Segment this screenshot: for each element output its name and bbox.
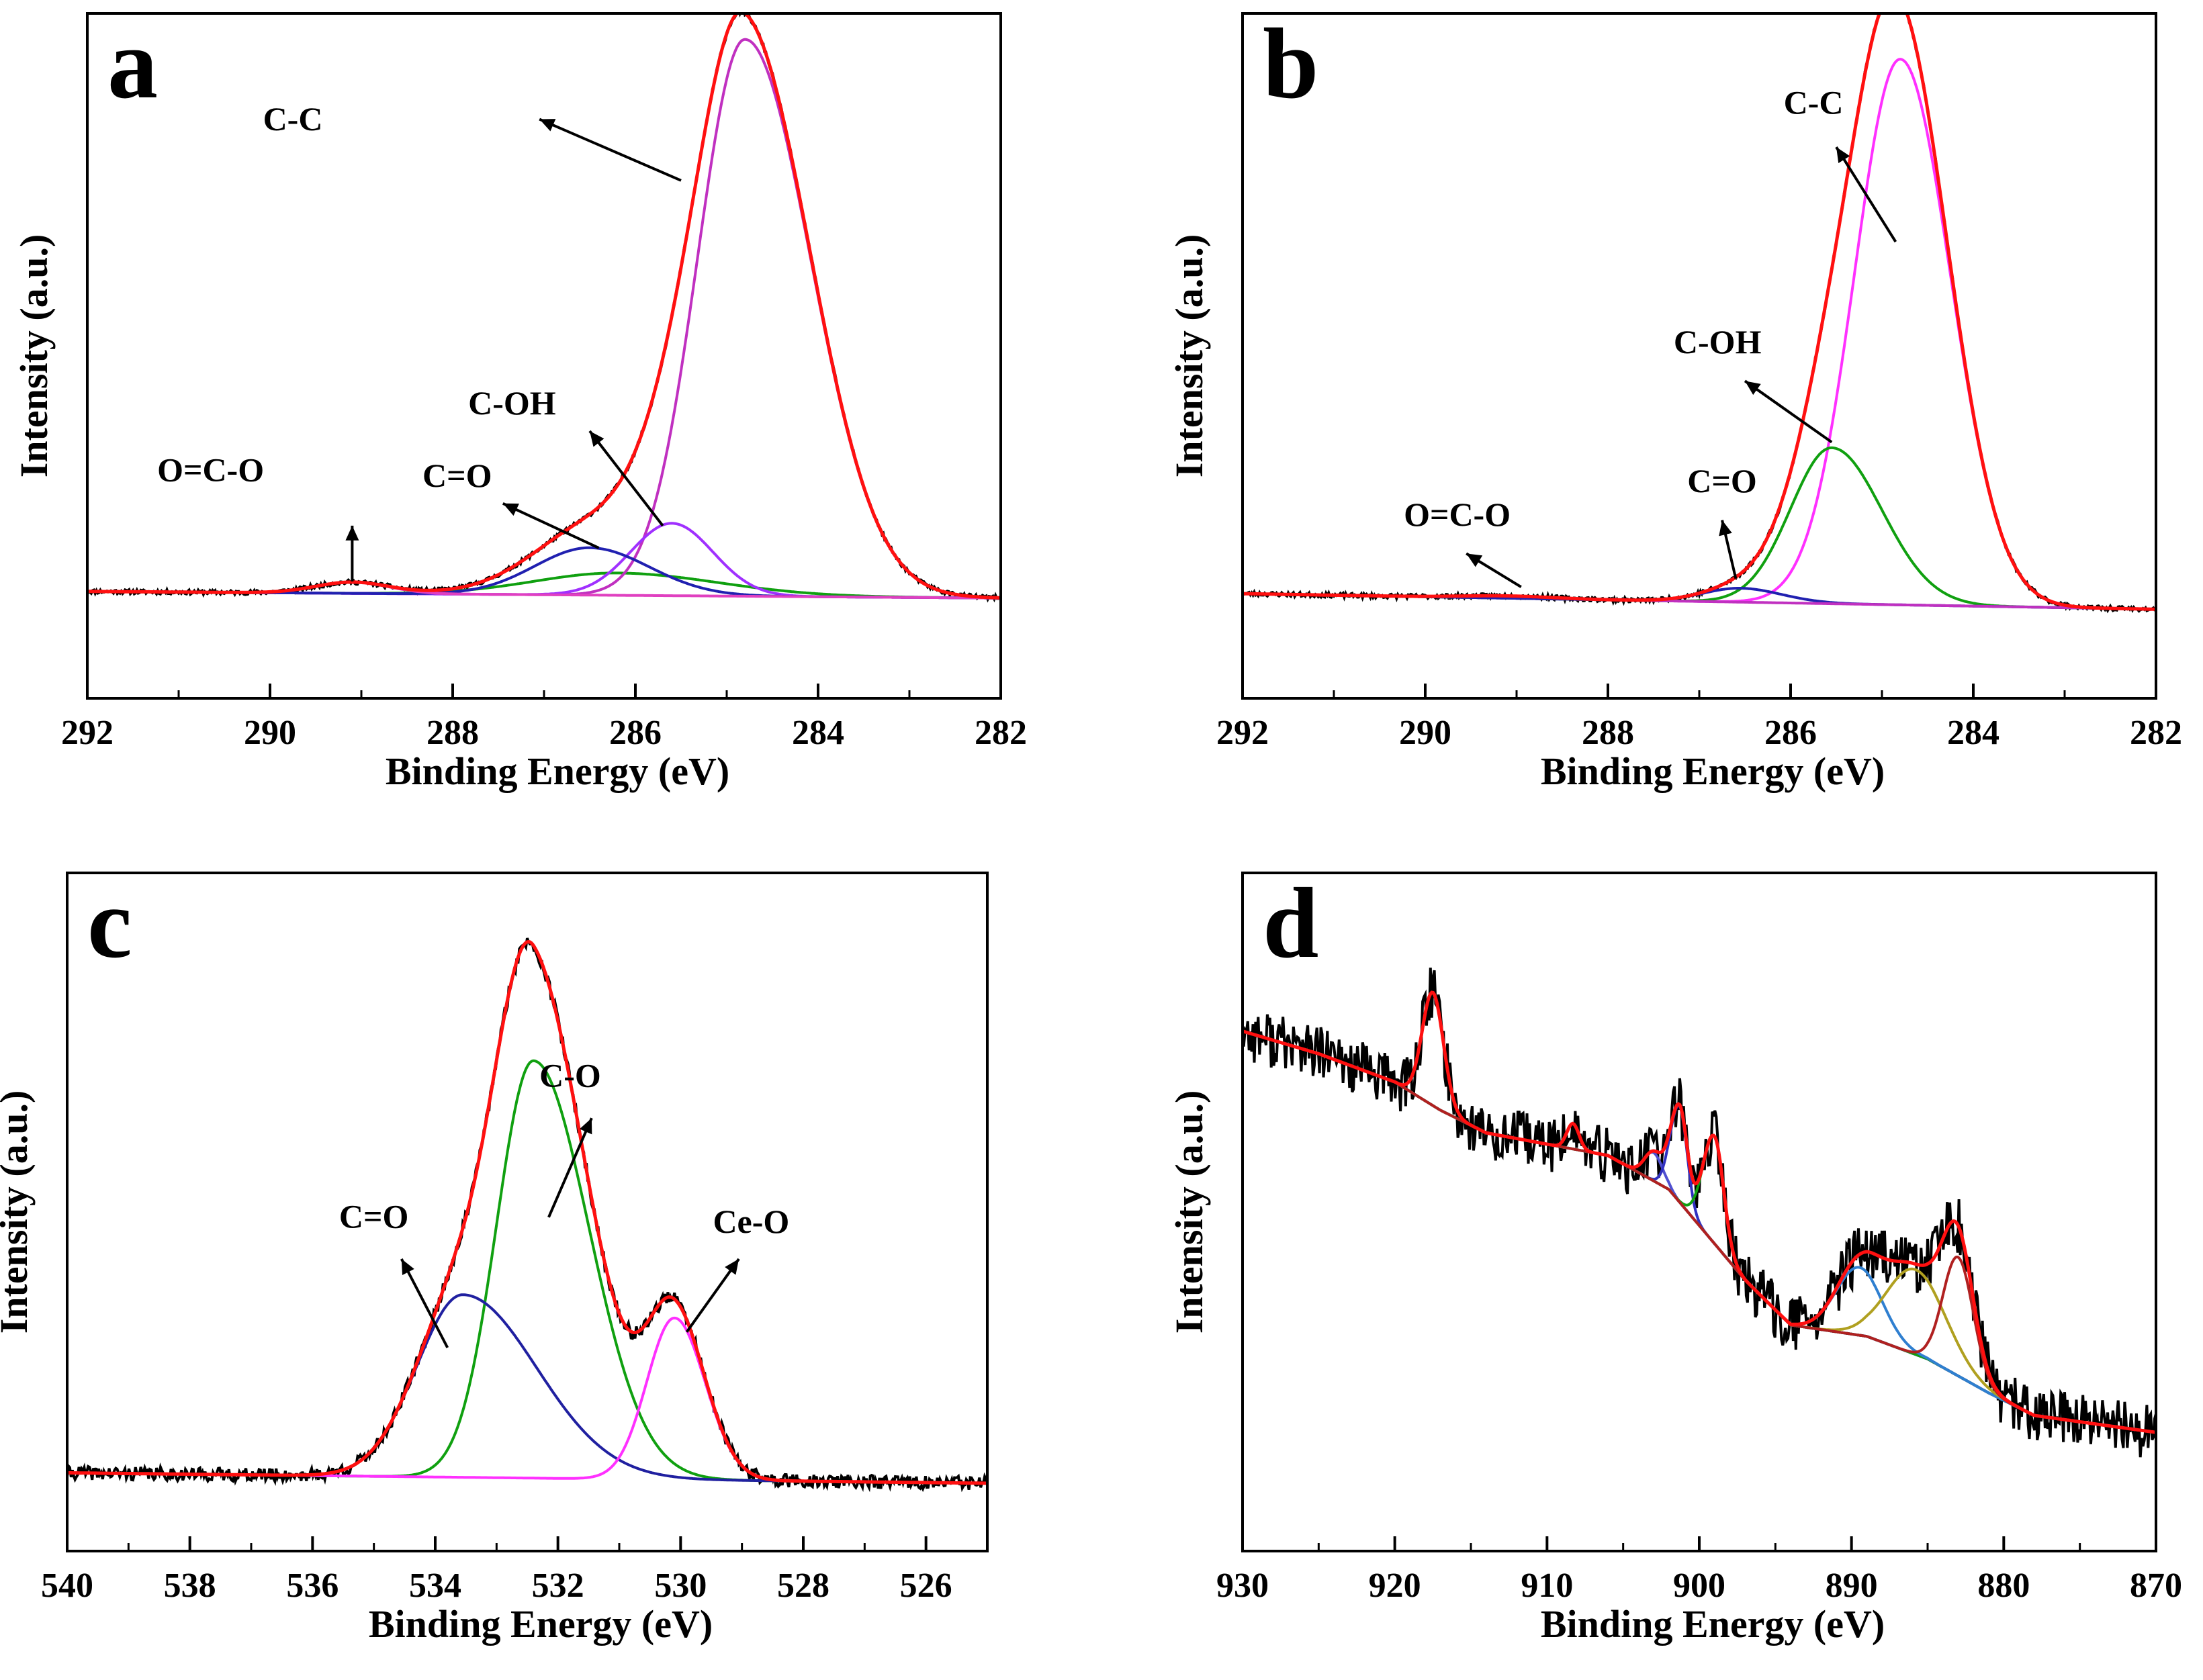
peak-label-c-c: C-C	[263, 100, 323, 138]
plot-area	[67, 937, 987, 1493]
x-tick-label: 286	[609, 714, 662, 752]
panel-letter: c	[87, 868, 132, 979]
x-axis-title: Binding Energy (eV)	[369, 1602, 713, 1646]
arrowhead	[590, 430, 604, 447]
x-tick-label: 930	[1216, 1567, 1269, 1605]
panel-letter: b	[1263, 8, 1318, 120]
x-axis-title: Binding Energy (eV)	[386, 749, 729, 793]
peak-label-c-oh: C-OH	[1674, 323, 1762, 361]
x-tick-label: 290	[244, 714, 296, 752]
x-tick-label: 288	[426, 714, 479, 752]
y-axis-title: Intensity (a.u.)	[1167, 1090, 1211, 1334]
arrowhead	[1836, 147, 1850, 163]
peak-label-c=o: C=O	[1687, 462, 1757, 500]
x-tick-label: 532	[532, 1567, 584, 1605]
peak-arrow	[400, 1258, 449, 1348]
envelope-line	[67, 939, 987, 1485]
chart-panel-b: 292 290 288 286 284 282 Binding Energy (eV) Int…	[1167, 8, 2182, 793]
x-tick-label: 528	[777, 1567, 829, 1605]
chart-panel-a: 292 290 288 286 284 282 Binding Energy (eV) Int…	[12, 8, 1027, 793]
x-axis-title: Binding Energy (eV)	[1541, 749, 1885, 793]
arrowhead	[1745, 381, 1761, 395]
peak-arrow	[502, 502, 600, 549]
x-tick-label: 282	[2130, 714, 2182, 752]
x-tick-label: 540	[41, 1567, 93, 1605]
x-tick-label: 526	[900, 1567, 952, 1605]
x-tick-label: 292	[1216, 714, 1269, 752]
peak-label-o=c-o: O=C-O	[1404, 496, 1511, 533]
x-tick-label: 900	[1673, 1567, 1725, 1605]
x-tick-label: 288	[1582, 714, 1634, 752]
x-tick-label: 880	[1977, 1567, 2030, 1605]
x-tick-label: 290	[1399, 714, 1451, 752]
arrowhead	[345, 525, 359, 541]
peak-arrow	[1835, 146, 1897, 243]
arrowhead	[502, 503, 519, 516]
peak-label-o=c-o: O=C-O	[157, 451, 264, 489]
peak-label-c=o: C=O	[422, 457, 492, 494]
envelope-line	[1243, 990, 2156, 1434]
peak-arrow	[547, 1117, 593, 1218]
arrowhead	[725, 1258, 739, 1275]
x-tick-label: 890	[1826, 1567, 1878, 1605]
chart-panel-d: 930 920 910 900 890 880 870 Binding Energy (eV)…	[1167, 868, 2182, 1646]
peak-label-ce-o: Ce-O	[713, 1203, 789, 1240]
x-tick-label: 284	[792, 714, 844, 752]
peak-arrow	[685, 1258, 740, 1333]
arrowhead	[539, 119, 556, 132]
arrowhead	[579, 1118, 592, 1135]
x-tick-label: 536	[286, 1567, 339, 1605]
x-tick-label: 282	[975, 714, 1027, 752]
y-axis-title: Intensity (a.u.)	[0, 1090, 36, 1334]
arrowhead	[1719, 520, 1732, 536]
x-tick-label: 534	[409, 1567, 461, 1605]
panel-letter: a	[107, 8, 158, 120]
x-axis-title: Binding Energy (eV)	[1541, 1602, 1885, 1646]
y-axis-title: Intensity (a.u.)	[12, 234, 56, 478]
peak-arrow	[588, 430, 664, 527]
x-tick-label: 538	[164, 1567, 216, 1605]
arrowhead	[1466, 553, 1483, 567]
x-tick-label: 870	[2130, 1567, 2182, 1605]
x-tick-label: 910	[1521, 1567, 1573, 1605]
envelope-line	[87, 13, 1001, 600]
peak-label-c-c: C-C	[1784, 83, 1844, 121]
peak-label-c-o: C-O	[539, 1057, 601, 1094]
panel-letter: d	[1263, 868, 1318, 979]
peak-label-c-oh: C-OH	[468, 384, 556, 422]
peak-arrow	[539, 118, 682, 182]
x-tick-label: 284	[1947, 714, 1999, 752]
x-tick-label: 530	[654, 1567, 707, 1605]
peak-label-c=o: C=O	[339, 1197, 409, 1235]
x-tick-label: 292	[61, 714, 114, 752]
plot-frame	[66, 872, 989, 1552]
plot-area	[1243, 968, 2156, 1458]
peak-arrow	[1744, 379, 1833, 444]
plot-area	[1243, 13, 2156, 614]
envelope-line	[1243, 13, 2156, 611]
chart-panel-c: 540 538 536 534 532 530 528 526 Binding Energy (…	[0, 868, 989, 1646]
y-axis-title: Intensity (a.u.)	[1167, 234, 1211, 478]
plot-area	[87, 13, 1001, 603]
x-tick-label: 920	[1369, 1567, 1421, 1605]
arrowhead	[401, 1258, 414, 1276]
x-tick-label: 286	[1764, 714, 1817, 752]
